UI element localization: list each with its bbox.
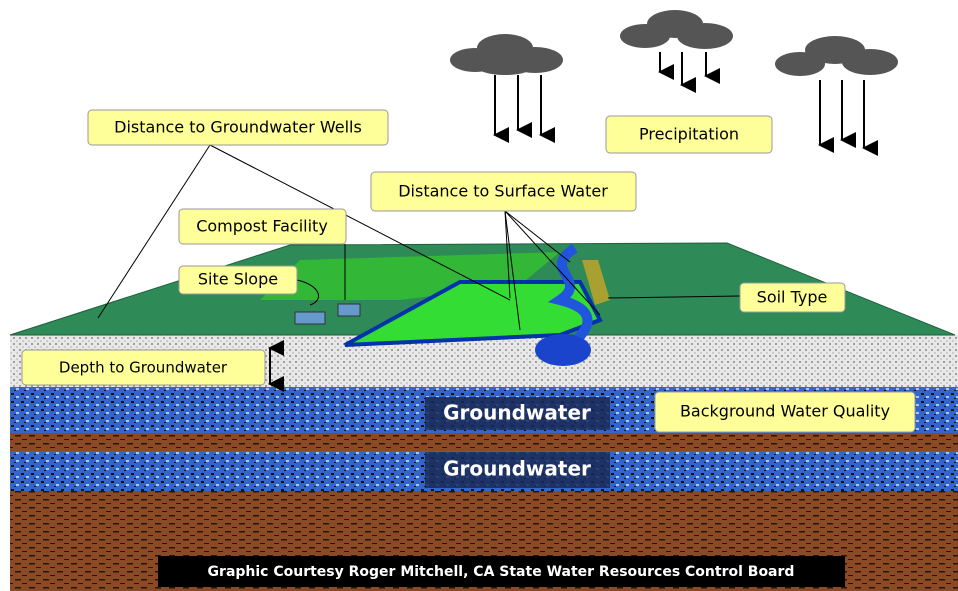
label: Site Slope bbox=[198, 270, 278, 289]
label: Soil Type bbox=[757, 288, 828, 307]
diagram: Distance to Groundwater Wells Precipitat… bbox=[0, 0, 958, 591]
label: Distance to Groundwater Wells bbox=[114, 118, 362, 137]
clouds bbox=[450, 10, 898, 76]
label: Background Water Quality bbox=[680, 402, 890, 421]
credit: Graphic Courtesy Roger Mitchell, CA Stat… bbox=[208, 564, 795, 580]
label: Compost Facility bbox=[196, 217, 328, 236]
label: Precipitation bbox=[639, 125, 739, 144]
label: Distance to Surface Water bbox=[398, 182, 608, 201]
layer-label: Groundwater bbox=[443, 457, 591, 481]
layer-label: Groundwater bbox=[443, 401, 591, 425]
label: Depth to Groundwater bbox=[59, 359, 228, 377]
